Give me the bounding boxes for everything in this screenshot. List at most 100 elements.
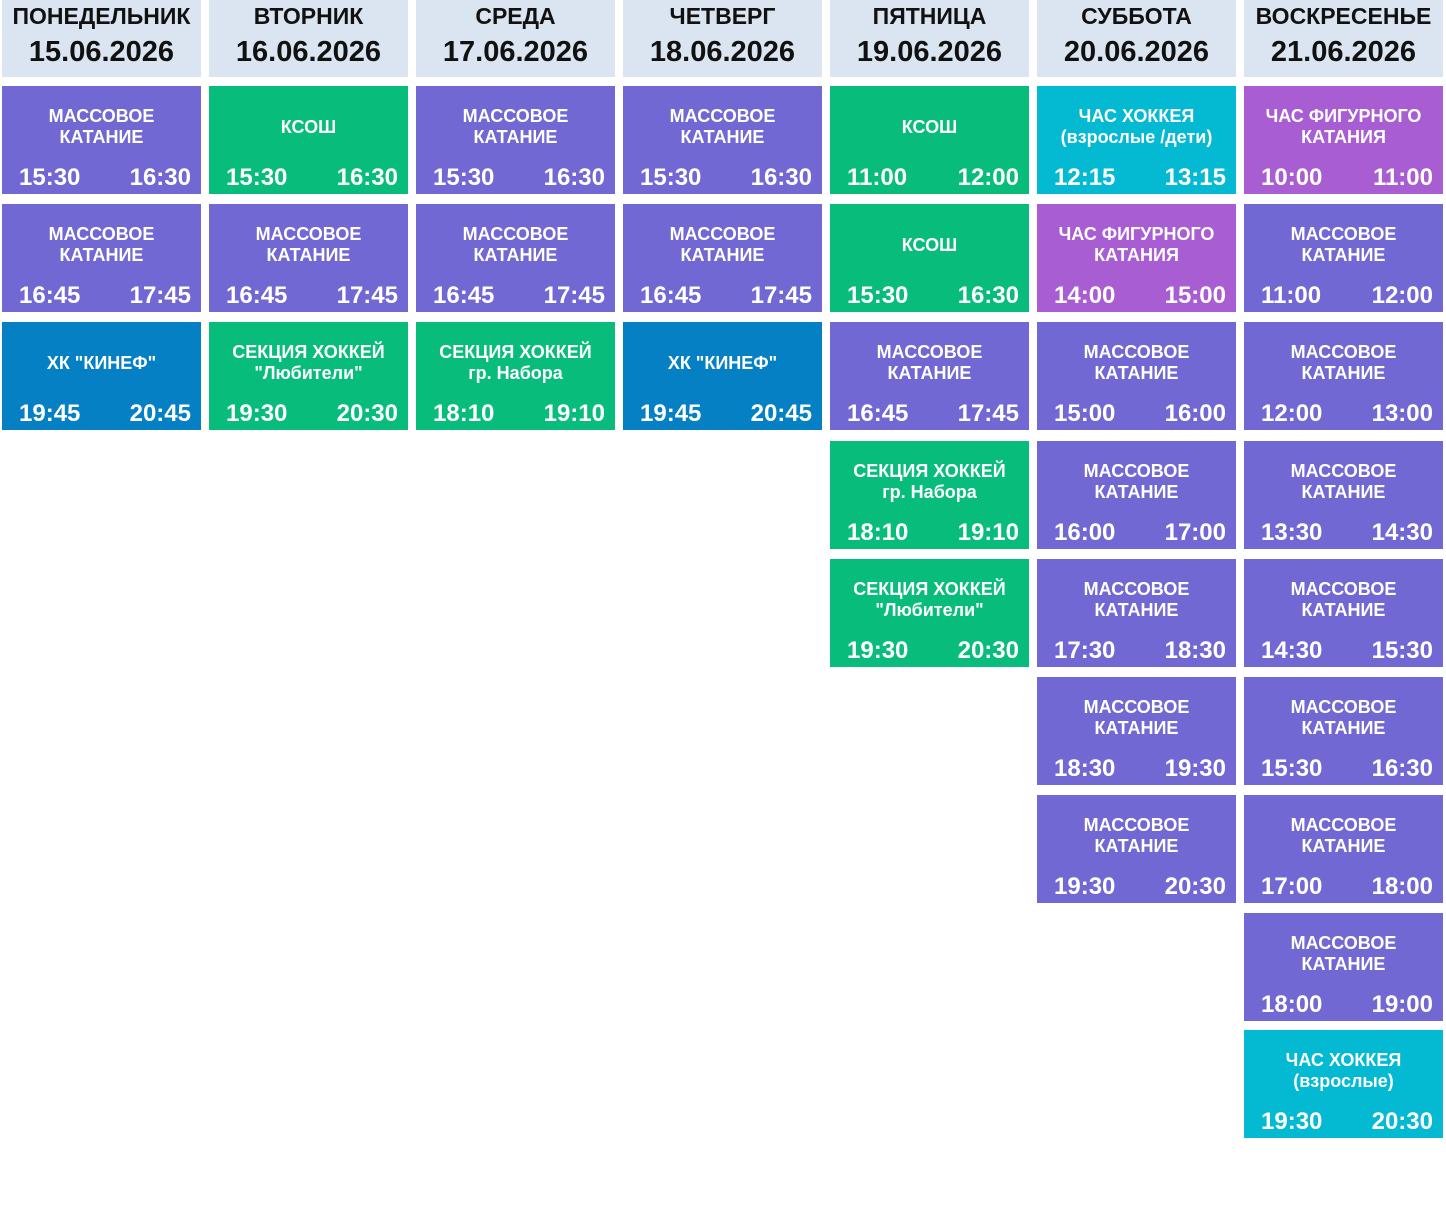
schedule-event: КСОШ 15:30 16:30 [209, 86, 408, 194]
event-start-time: 16:45 [19, 282, 81, 309]
event-title: МАССОВОЕ КАТАНИЕ [1248, 222, 1439, 268]
schedule-event: КСОШ 15:30 16:30 [830, 204, 1029, 312]
event-title-line: КАТАНИЕ [473, 245, 558, 265]
event-title: МАССОВОЕ КАТАНИЕ [1248, 931, 1439, 977]
event-title-line: МАССОВОЕ [876, 342, 983, 362]
event-end-time: 12:00 [957, 164, 1019, 191]
event-start-time: 14:00 [1054, 282, 1116, 309]
event-end-time: 16:30 [750, 164, 812, 191]
event-title-line: МАССОВОЕ [1083, 461, 1190, 481]
event-start-time: 12:15 [1054, 164, 1116, 191]
event-end-time: 18:00 [1371, 873, 1433, 900]
event-end-time: 16:30 [957, 282, 1019, 309]
schedule-event: МАССОВОЕ КАТАНИЕ 16:45 17:45 [623, 204, 822, 312]
event-title: МАССОВОЕ КАТАНИЕ [1041, 459, 1232, 505]
event-end-time: 17:00 [1164, 519, 1226, 546]
event-end-time: 17:45 [336, 282, 398, 309]
event-end-time: 13:15 [1164, 164, 1226, 191]
day-name: СУББОТА [1081, 3, 1192, 29]
schedule-event: МАССОВОЕ КАТАНИЕ 15:30 16:30 [2, 86, 201, 194]
schedule-event: МАССОВОЕ КАТАНИЕ 15:30 16:30 [416, 86, 615, 194]
event-title: МАССОВОЕ КАТАНИЕ [1248, 813, 1439, 859]
event-end-time: 17:45 [129, 282, 191, 309]
event-start-time: 19:30 [226, 400, 288, 427]
event-end-time: 17:45 [750, 282, 812, 309]
schedule-event: СЕКЦИЯ ХОККЕЙ "Любители" 19:30 20:30 [209, 322, 408, 430]
day-name: ПЯТНИЦА [872, 3, 987, 29]
event-start-time: 18:30 [1054, 755, 1116, 782]
event-title-line: КАТАНИЕ [1094, 363, 1179, 383]
event-title-line: КАТАНИЕ [1094, 718, 1179, 738]
event-title-line: "Любители" [875, 600, 984, 620]
event-title-line: гр. Набора [468, 363, 563, 383]
event-title-line: ЧАС ХОККЕЯ [1285, 1050, 1402, 1070]
event-title-line: КАТАНИЕ [1301, 245, 1386, 265]
day-name: СРЕДА [475, 3, 556, 29]
event-title-line: СЕКЦИЯ ХОККЕЙ [853, 579, 1006, 599]
schedule-event: МАССОВОЕ КАТАНИЕ 16:45 17:45 [2, 204, 201, 312]
event-start-time: 18:10 [433, 400, 495, 427]
event-title-line: МАССОВОЕ [1083, 579, 1190, 599]
event-start-time: 16:45 [226, 282, 288, 309]
event-start-time: 16:00 [1054, 519, 1116, 546]
event-end-time: 16:30 [336, 164, 398, 191]
event-title-line: КАТАНИЕ [1301, 363, 1386, 383]
day-column: СРЕДА 17.06.2026 МАССОВОЕ КАТАНИЕ 15:30 16:30… [416, 0, 615, 430]
schedule-event: МАССОВОЕ КАТАНИЕ 11:00 12:00 [1244, 204, 1443, 312]
event-end-time: 16:00 [1164, 400, 1226, 427]
event-start-time: 11:00 [1261, 282, 1322, 309]
event-end-time: 15:30 [1371, 637, 1433, 664]
day-date: 19.06.2026 [856, 36, 1003, 68]
event-title: МАССОВОЕ КАТАНИЕ [1248, 340, 1439, 386]
event-title: ЧАС ХОККЕЯ (взрослые /дети) [1041, 104, 1232, 150]
event-title-line: МАССОВОЕ [255, 224, 362, 244]
event-end-time: 20:45 [750, 400, 812, 427]
day-header: ВТОРНИК 16.06.2026 [209, 0, 408, 77]
event-start-time: 19:30 [1054, 873, 1116, 900]
schedule-event: МАССОВОЕ КАТАНИЕ 18:30 19:30 [1037, 677, 1236, 785]
event-title-line: КАТАНИЕ [680, 245, 765, 265]
event-title-line: КАТАНИЕ [1301, 718, 1386, 738]
event-end-time: 19:00 [1371, 991, 1433, 1018]
event-start-time: 16:45 [640, 282, 702, 309]
event-title: МАССОВОЕ КАТАНИЕ [1041, 695, 1232, 741]
day-column: ПЯТНИЦА 19.06.2026 КСОШ 11:00 12:00 КСОШ 15:30… [830, 0, 1029, 667]
event-title-line: МАССОВОЕ [1290, 224, 1397, 244]
event-title-line: КАТАНИЕ [1301, 836, 1386, 856]
event-start-time: 10:00 [1261, 164, 1323, 191]
event-start-time: 17:00 [1261, 873, 1323, 900]
event-title-line: ЧАС ФИГУРНОГО [1058, 224, 1215, 244]
event-title-line: КАТАНИЕ [473, 127, 558, 147]
event-title: МАССОВОЕ КАТАНИЕ [1041, 577, 1232, 623]
event-title: МАССОВОЕ КАТАНИЕ [6, 222, 197, 268]
day-date: 18.06.2026 [649, 36, 796, 68]
event-title-line: ЧАС ФИГУРНОГО [1265, 106, 1422, 126]
event-title-line: КАТАНИЕ [1094, 836, 1179, 856]
schedule-event: МАССОВОЕ КАТАНИЕ 15:00 16:00 [1037, 322, 1236, 430]
event-title-line: МАССОВОЕ [1290, 933, 1397, 953]
event-start-time: 15:30 [1261, 755, 1323, 782]
schedule-event: СЕКЦИЯ ХОККЕЙ "Любители" 19:30 20:30 [830, 559, 1029, 667]
event-title: ЧАС ХОККЕЯ (взрослые) [1248, 1048, 1439, 1094]
event-title: МАССОВОЕ КАТАНИЕ [1041, 340, 1232, 386]
event-start-time: 15:30 [226, 164, 288, 191]
event-title: СЕКЦИЯ ХОККЕЙ "Любители" [213, 340, 404, 386]
event-title-line: КАТАНИЕ [266, 245, 351, 265]
event-title: КСОШ [834, 104, 1025, 150]
event-end-time: 16:30 [543, 164, 605, 191]
day-header: СРЕДА 17.06.2026 [416, 0, 615, 77]
event-title: СЕКЦИЯ ХОККЕЙ гр. Набора [834, 459, 1025, 505]
event-title-line: гр. Набора [882, 482, 977, 502]
event-title-line: КАТАНИЕ [1301, 954, 1386, 974]
event-title-line: КАТАНИЕ [1094, 600, 1179, 620]
event-title-line: "Любители" [254, 363, 363, 383]
event-title-line: МАССОВОЕ [1083, 815, 1190, 835]
event-title-line: МАССОВОЕ [462, 106, 569, 126]
event-title: МАССОВОЕ КАТАНИЕ [420, 222, 611, 268]
schedule-event: МАССОВОЕ КАТАНИЕ 16:45 17:45 [209, 204, 408, 312]
event-title-line: КАТАНИЕ [887, 363, 972, 383]
event-title-line: КАТАНИЕ [1301, 482, 1386, 502]
event-title-line: МАССОВОЕ [462, 224, 569, 244]
event-end-time: 19:10 [957, 519, 1019, 546]
event-start-time: 14:30 [1261, 637, 1323, 664]
